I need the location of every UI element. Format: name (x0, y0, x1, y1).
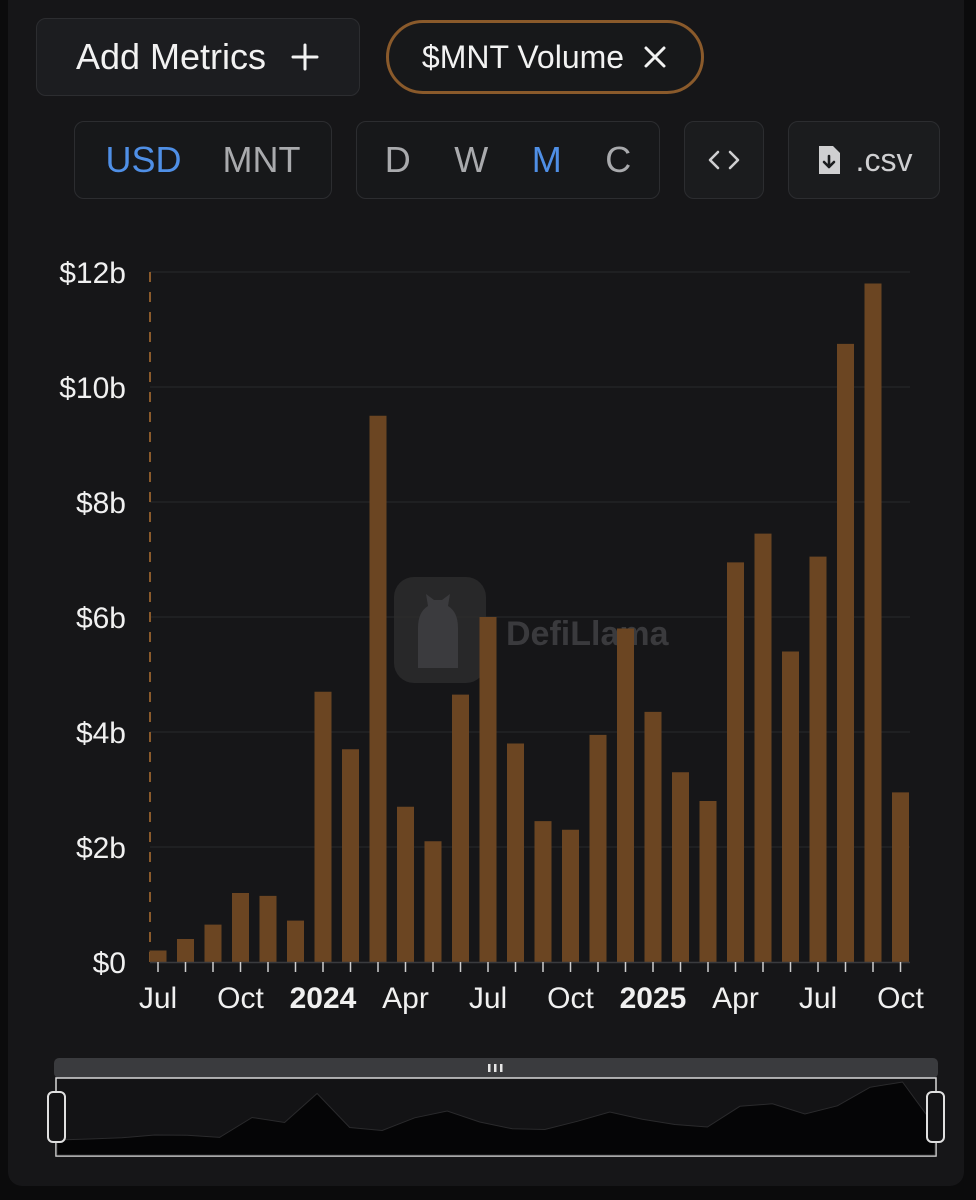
x-tick-label: 2024 (290, 982, 357, 1015)
bar (672, 772, 689, 962)
close-icon[interactable] (642, 44, 668, 70)
y-tick-label: $12b (59, 257, 126, 290)
bar (452, 694, 469, 962)
bar (369, 415, 387, 962)
bar (534, 821, 552, 962)
x-tick-label: Apr (382, 982, 429, 1015)
x-tick-label: Jul (799, 982, 837, 1015)
add-metrics-button[interactable]: Add Metrics (36, 18, 360, 96)
interval-option-c[interactable]: C (605, 139, 632, 180)
metric-chip-label: $MNT Volume (421, 38, 625, 75)
bar (397, 806, 414, 962)
y-tick-label: $10b (59, 372, 126, 405)
bar (644, 711, 662, 962)
bar (754, 533, 772, 962)
bar (782, 651, 799, 962)
interval-option-d[interactable]: D (384, 139, 411, 180)
x-tick-label: Oct (547, 982, 594, 1015)
bar (617, 628, 634, 962)
bar (699, 801, 717, 962)
bar (342, 749, 359, 962)
watermark-text: DefiLlama (506, 615, 670, 653)
bar (837, 343, 854, 962)
brush-handle-right[interactable] (926, 1091, 945, 1143)
bar (892, 792, 909, 962)
x-tick-label: Jul (139, 982, 177, 1015)
y-tick-label: $8b (76, 487, 126, 520)
bar (232, 893, 249, 962)
bar (314, 691, 332, 962)
bar (204, 924, 222, 962)
interval-toggle: D W M C (356, 121, 660, 199)
interval-option-w[interactable]: W (454, 139, 489, 180)
y-tick-label: $4b (76, 717, 126, 750)
bar (259, 895, 277, 962)
add-metrics-label: Add Metrics (75, 36, 267, 77)
bar (809, 556, 827, 962)
bar (562, 829, 579, 962)
bar (589, 734, 607, 962)
x-tick-label: Oct (877, 982, 924, 1015)
currency-option-mnt[interactable]: MNT (222, 139, 301, 180)
bar (727, 562, 744, 962)
bar (507, 743, 524, 962)
interval-option-m[interactable]: M (531, 139, 562, 180)
x-tick-label: Apr (712, 982, 759, 1015)
x-tick-label: Oct (217, 982, 264, 1015)
code-brackets-icon (708, 150, 740, 170)
bar-chart: DefiLlama $0 $2b $4b $6b $8b $10b $12b Jul Oct 2… (59, 257, 924, 1015)
y-tick-label: $6b (76, 602, 126, 635)
currency-toggle: USD MNT (74, 121, 332, 199)
bar (424, 841, 442, 962)
watermark: DefiLlama (394, 577, 670, 683)
brush-mini-chart (56, 1081, 936, 1156)
bar (479, 617, 497, 962)
brush-grip-icon (488, 1064, 503, 1072)
x-tick-label: Jul (469, 982, 507, 1015)
bar (864, 283, 882, 962)
y-tick-label: $0 (93, 947, 126, 980)
file-download-icon (818, 146, 840, 174)
plus-icon (291, 43, 319, 71)
brush-handle-left[interactable] (47, 1091, 66, 1143)
bar (177, 939, 194, 962)
bar (287, 920, 304, 962)
embed-button[interactable] (684, 121, 764, 199)
bar (149, 950, 167, 962)
y-tick-label: $2b (76, 832, 126, 865)
csv-label: .csv (855, 141, 913, 178)
metric-chip[interactable]: $MNT Volume (386, 20, 704, 94)
currency-option-usd[interactable]: USD (105, 139, 182, 180)
x-tick-label: 2025 (620, 982, 687, 1015)
csv-download-button[interactable]: .csv (788, 121, 940, 199)
